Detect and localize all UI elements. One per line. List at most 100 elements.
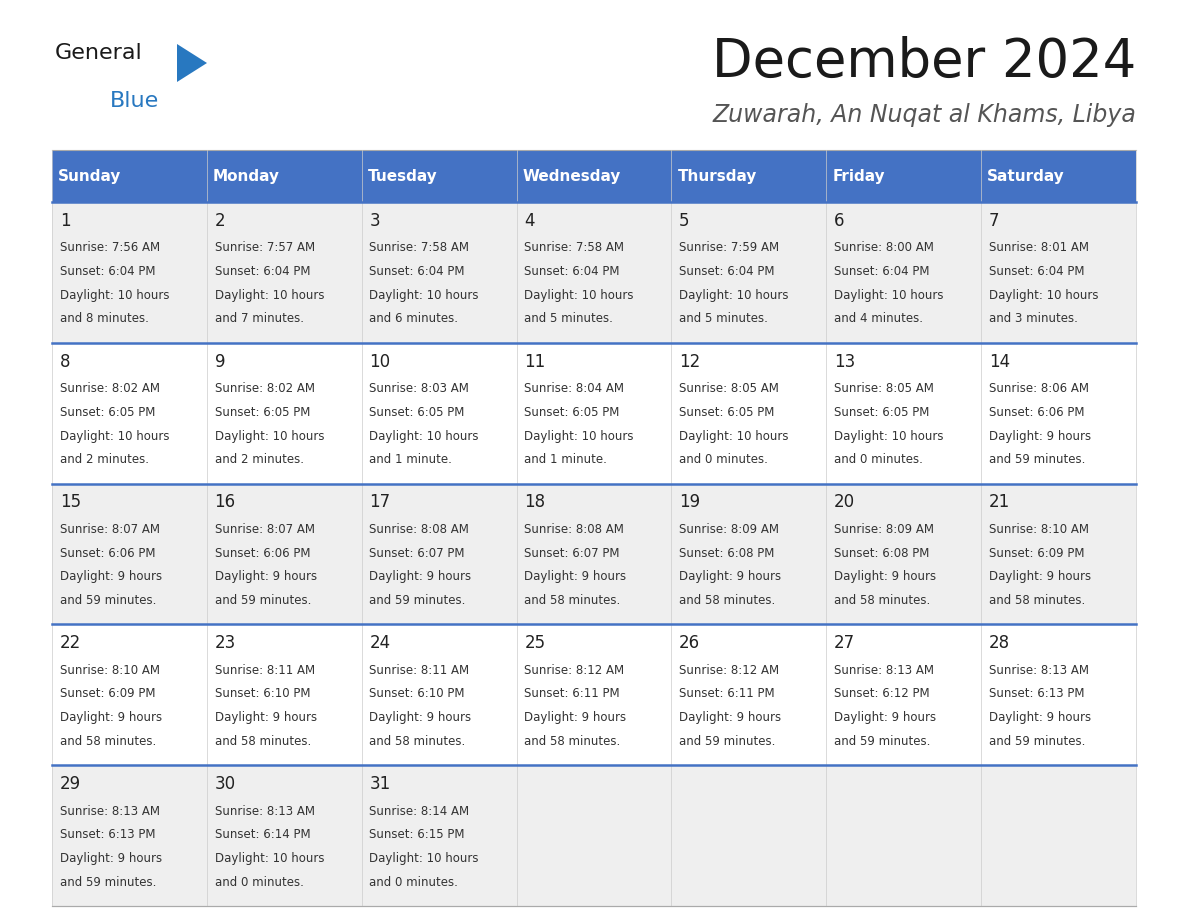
- Text: Sunset: 6:14 PM: Sunset: 6:14 PM: [215, 828, 310, 841]
- Bar: [517, 342, 671, 484]
- Text: Sunrise: 8:02 AM: Sunrise: 8:02 AM: [59, 382, 159, 396]
- Bar: [827, 202, 981, 342]
- Text: and 58 minutes.: and 58 minutes.: [524, 734, 620, 748]
- Text: Daylight: 9 hours: Daylight: 9 hours: [524, 711, 626, 724]
- Bar: [517, 202, 671, 342]
- Text: Sunset: 6:08 PM: Sunset: 6:08 PM: [680, 547, 775, 560]
- Bar: [52, 624, 207, 766]
- Text: Sunset: 6:04 PM: Sunset: 6:04 PM: [215, 265, 310, 278]
- Text: Sunrise: 8:13 AM: Sunrise: 8:13 AM: [988, 664, 1089, 677]
- Text: Sunrise: 8:12 AM: Sunrise: 8:12 AM: [680, 664, 779, 677]
- Text: and 1 minute.: and 1 minute.: [524, 453, 607, 466]
- Text: 23: 23: [215, 634, 236, 653]
- Text: 26: 26: [680, 634, 700, 653]
- Text: 5: 5: [680, 212, 690, 230]
- Text: and 59 minutes.: and 59 minutes.: [988, 734, 1086, 748]
- Text: Daylight: 10 hours: Daylight: 10 hours: [988, 289, 1099, 302]
- Text: Sunset: 6:07 PM: Sunset: 6:07 PM: [369, 547, 465, 560]
- Text: Daylight: 9 hours: Daylight: 9 hours: [369, 711, 472, 724]
- Text: and 59 minutes.: and 59 minutes.: [215, 594, 311, 607]
- Bar: [981, 766, 1136, 906]
- Bar: [207, 342, 361, 484]
- Text: Monday: Monday: [213, 169, 280, 184]
- Text: Sunrise: 8:02 AM: Sunrise: 8:02 AM: [215, 382, 315, 396]
- Text: Daylight: 9 hours: Daylight: 9 hours: [834, 711, 936, 724]
- Bar: [361, 202, 517, 342]
- Text: and 58 minutes.: and 58 minutes.: [215, 734, 311, 748]
- Text: Sunrise: 8:08 AM: Sunrise: 8:08 AM: [369, 523, 469, 536]
- Text: Sunrise: 8:11 AM: Sunrise: 8:11 AM: [215, 664, 315, 677]
- Text: 19: 19: [680, 494, 700, 511]
- Bar: [671, 484, 827, 624]
- Text: and 58 minutes.: and 58 minutes.: [369, 734, 466, 748]
- Text: Sunrise: 8:13 AM: Sunrise: 8:13 AM: [834, 664, 934, 677]
- Text: Daylight: 10 hours: Daylight: 10 hours: [680, 289, 789, 302]
- Text: 13: 13: [834, 353, 855, 371]
- Text: Sunrise: 7:57 AM: Sunrise: 7:57 AM: [215, 241, 315, 254]
- Text: and 2 minutes.: and 2 minutes.: [59, 453, 148, 466]
- Text: December 2024: December 2024: [712, 36, 1136, 88]
- Bar: [827, 150, 981, 202]
- Text: 31: 31: [369, 775, 391, 793]
- Bar: [827, 766, 981, 906]
- Text: and 4 minutes.: and 4 minutes.: [834, 312, 923, 325]
- Bar: [981, 624, 1136, 766]
- Text: 17: 17: [369, 494, 391, 511]
- Text: Daylight: 9 hours: Daylight: 9 hours: [988, 430, 1091, 442]
- Bar: [52, 484, 207, 624]
- Text: and 0 minutes.: and 0 minutes.: [680, 453, 769, 466]
- Text: General: General: [55, 43, 143, 63]
- Text: 8: 8: [59, 353, 70, 371]
- Text: Daylight: 9 hours: Daylight: 9 hours: [834, 570, 936, 583]
- Text: 7: 7: [988, 212, 999, 230]
- Text: Daylight: 9 hours: Daylight: 9 hours: [680, 570, 782, 583]
- Text: Sunrise: 7:58 AM: Sunrise: 7:58 AM: [524, 241, 625, 254]
- Text: Sunrise: 8:05 AM: Sunrise: 8:05 AM: [834, 382, 934, 396]
- Text: and 8 minutes.: and 8 minutes.: [59, 312, 148, 325]
- Bar: [671, 766, 827, 906]
- Bar: [671, 202, 827, 342]
- Text: Daylight: 9 hours: Daylight: 9 hours: [680, 711, 782, 724]
- Text: Sunrise: 8:06 AM: Sunrise: 8:06 AM: [988, 382, 1089, 396]
- Text: and 59 minutes.: and 59 minutes.: [59, 876, 156, 889]
- Text: Sunset: 6:06 PM: Sunset: 6:06 PM: [59, 547, 156, 560]
- Text: Sunrise: 8:09 AM: Sunrise: 8:09 AM: [680, 523, 779, 536]
- Text: Sunset: 6:04 PM: Sunset: 6:04 PM: [369, 265, 465, 278]
- Text: Sunrise: 8:07 AM: Sunrise: 8:07 AM: [59, 523, 159, 536]
- Text: 3: 3: [369, 212, 380, 230]
- Text: 6: 6: [834, 212, 845, 230]
- Text: Sunrise: 8:11 AM: Sunrise: 8:11 AM: [369, 664, 469, 677]
- Text: Sunrise: 8:13 AM: Sunrise: 8:13 AM: [215, 804, 315, 818]
- Bar: [981, 150, 1136, 202]
- Text: Sunset: 6:05 PM: Sunset: 6:05 PM: [834, 406, 929, 419]
- Text: 22: 22: [59, 634, 81, 653]
- Text: Sunset: 6:13 PM: Sunset: 6:13 PM: [59, 828, 156, 841]
- Text: Daylight: 10 hours: Daylight: 10 hours: [524, 430, 634, 442]
- Bar: [827, 484, 981, 624]
- Bar: [981, 484, 1136, 624]
- Text: Sunset: 6:04 PM: Sunset: 6:04 PM: [59, 265, 156, 278]
- Text: 2: 2: [215, 212, 226, 230]
- Text: Sunset: 6:11 PM: Sunset: 6:11 PM: [680, 688, 775, 700]
- Text: Sunrise: 8:04 AM: Sunrise: 8:04 AM: [524, 382, 625, 396]
- Text: and 58 minutes.: and 58 minutes.: [59, 734, 156, 748]
- Text: 24: 24: [369, 634, 391, 653]
- Text: 21: 21: [988, 494, 1010, 511]
- Text: and 2 minutes.: and 2 minutes.: [215, 453, 304, 466]
- Bar: [827, 624, 981, 766]
- Text: and 58 minutes.: and 58 minutes.: [988, 594, 1085, 607]
- Text: and 6 minutes.: and 6 minutes.: [369, 312, 459, 325]
- Text: Sunrise: 8:13 AM: Sunrise: 8:13 AM: [59, 804, 159, 818]
- Text: Daylight: 10 hours: Daylight: 10 hours: [680, 430, 789, 442]
- Bar: [52, 342, 207, 484]
- Text: Sunset: 6:04 PM: Sunset: 6:04 PM: [834, 265, 929, 278]
- Text: 10: 10: [369, 353, 391, 371]
- Text: and 0 minutes.: and 0 minutes.: [369, 876, 459, 889]
- Text: Sunset: 6:13 PM: Sunset: 6:13 PM: [988, 688, 1085, 700]
- Bar: [517, 766, 671, 906]
- Text: Daylight: 10 hours: Daylight: 10 hours: [369, 289, 479, 302]
- Text: Daylight: 10 hours: Daylight: 10 hours: [834, 430, 943, 442]
- Text: Sunset: 6:06 PM: Sunset: 6:06 PM: [988, 406, 1085, 419]
- Bar: [207, 150, 361, 202]
- Text: Daylight: 10 hours: Daylight: 10 hours: [369, 852, 479, 865]
